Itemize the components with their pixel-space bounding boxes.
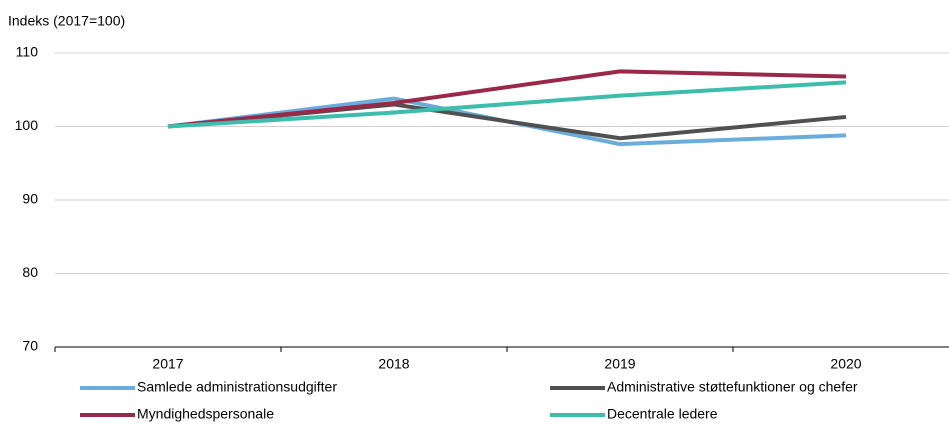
legend-label: Samlede administrationsudgifter: [137, 379, 337, 395]
y-tick-label: 80: [22, 264, 38, 280]
x-tick-label: 2020: [830, 356, 861, 372]
x-tick-label: 2017: [152, 356, 183, 372]
series-line: [167, 69, 847, 129]
x-tick-label: 2018: [378, 356, 409, 372]
x-tick-label: 2019: [604, 356, 635, 372]
legend-label: Decentrale ledere: [607, 406, 718, 422]
y-tick-label: 100: [15, 117, 39, 133]
y-tick-label: 110: [16, 44, 39, 60]
legend-label: Myndighedspersonale: [137, 406, 274, 422]
legend-label: Administrative støttefunktioner og chefe…: [607, 379, 858, 395]
y-axis-label: Indeks (2017=100): [8, 13, 125, 29]
series-line: [167, 80, 847, 129]
y-tick-label: 70: [22, 338, 38, 354]
y-tick-label: 90: [22, 191, 38, 207]
